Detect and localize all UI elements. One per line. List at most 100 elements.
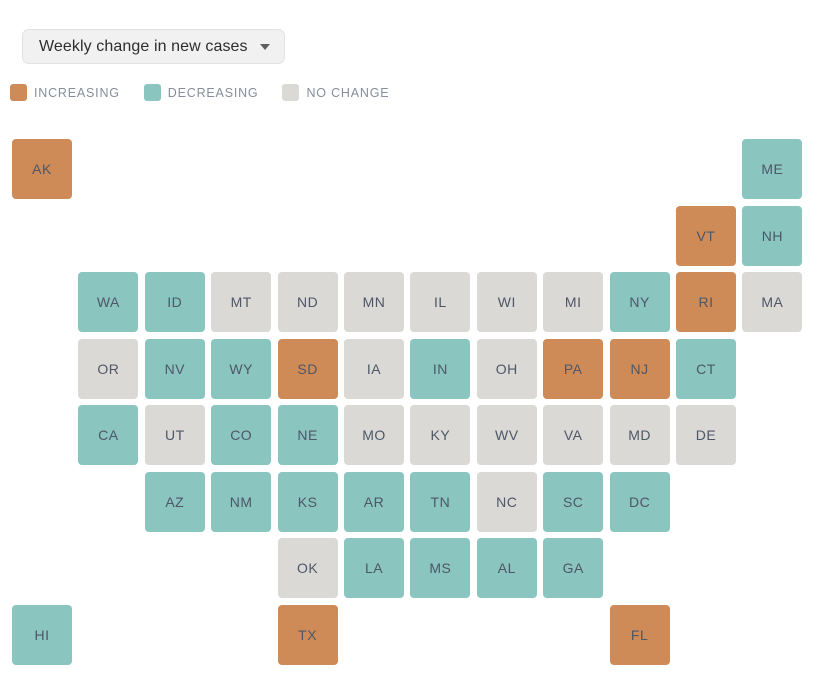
state-tile-mn[interactable]: MN <box>344 272 404 332</box>
state-tile-label: FL <box>630 626 649 643</box>
state-tile-ks[interactable]: KS <box>277 471 338 532</box>
legend-label-decreasing: DECREASING <box>167 85 259 100</box>
legend-swatch-no-change <box>282 84 300 101</box>
state-tile-label: VA <box>563 427 583 443</box>
state-tile-wv[interactable]: WV <box>476 405 537 465</box>
state-tile-ms[interactable]: MS <box>410 538 471 598</box>
state-tile-wy[interactable]: WY <box>211 338 272 399</box>
state-tile-hi[interactable]: HI <box>12 604 72 665</box>
state-tile-id[interactable]: ID <box>144 272 205 332</box>
state-tile-label: KY <box>430 427 451 443</box>
state-tile-ky[interactable]: KY <box>410 405 471 465</box>
state-tile-label: DE <box>695 427 717 443</box>
state-tile-label: SD <box>297 360 318 377</box>
state-tile-ct[interactable]: CT <box>676 338 736 399</box>
state-tile-ut[interactable]: UT <box>144 405 205 465</box>
state-tile-ok[interactable]: OK <box>277 538 338 598</box>
state-tile-al[interactable]: AL <box>476 538 537 598</box>
state-tile-label: IA <box>366 360 382 377</box>
state-tile-ar[interactable]: AR <box>344 471 404 532</box>
state-tile-wa[interactable]: WA <box>78 272 139 332</box>
state-tile-label: SC <box>562 493 584 510</box>
state-tile-or[interactable]: OR <box>78 338 139 399</box>
state-tile-tx[interactable]: TX <box>277 604 338 665</box>
state-tile-label: VT <box>696 227 716 244</box>
state-tile-label: MA <box>761 294 784 310</box>
state-tile-me[interactable]: ME <box>742 139 803 199</box>
state-tile-label: HI <box>34 626 50 643</box>
state-tile-label: MD <box>628 427 651 443</box>
state-tile-de[interactable]: DE <box>676 405 736 465</box>
state-tile-label: GA <box>562 560 584 576</box>
state-tile-label: ID <box>167 294 183 310</box>
state-tile-label: CA <box>98 427 119 443</box>
state-tile-ia[interactable]: IA <box>344 338 404 399</box>
legend-item-no-change: NO CHANGE <box>282 84 389 101</box>
state-tile-nd[interactable]: ND <box>277 272 338 332</box>
state-tile-ny[interactable]: NY <box>609 272 670 332</box>
state-tile-md[interactable]: MD <box>609 405 670 465</box>
state-tile-ak[interactable]: AK <box>12 139 72 199</box>
state-tile-vt[interactable]: VT <box>676 205 736 266</box>
state-tile-label: CT <box>696 360 716 377</box>
legend-label-increasing: INCREASING <box>34 85 120 100</box>
state-tile-label: AZ <box>165 493 185 510</box>
state-tile-il[interactable]: IL <box>410 272 471 332</box>
legend-label-no-change: NO CHANGE <box>306 85 390 100</box>
state-tile-label: NE <box>297 427 318 443</box>
state-tile-label: NC <box>496 493 518 510</box>
state-tile-nv[interactable]: NV <box>144 338 205 399</box>
state-tile-label: ME <box>761 161 784 177</box>
state-tile-label: MN <box>362 294 386 310</box>
state-tile-label: UT <box>164 427 185 443</box>
state-tile-oh[interactable]: OH <box>476 338 537 399</box>
state-tile-label: WY <box>229 360 253 377</box>
state-tile-ca[interactable]: CA <box>78 405 139 465</box>
state-tile-label: WI <box>497 294 516 310</box>
state-tile-co[interactable]: CO <box>211 405 272 465</box>
state-tile-mo[interactable]: MO <box>344 405 404 465</box>
state-tile-wi[interactable]: WI <box>476 272 537 332</box>
state-tile-label: WA <box>96 294 120 310</box>
state-tile-label: TN <box>430 493 451 510</box>
state-tile-ri[interactable]: RI <box>676 272 736 332</box>
state-tile-label: MT <box>230 294 252 310</box>
legend-swatch-increasing <box>10 84 27 101</box>
state-tile-label: IL <box>434 294 447 310</box>
state-tile-ma[interactable]: MA <box>742 272 803 332</box>
state-tile-sc[interactable]: SC <box>543 471 604 532</box>
state-tile-label: CO <box>230 427 253 443</box>
state-tile-nh[interactable]: NH <box>742 205 803 266</box>
state-tile-label: AK <box>32 161 52 177</box>
state-tile-label: TX <box>298 626 318 643</box>
state-tile-la[interactable]: LA <box>344 538 404 598</box>
state-tile-tn[interactable]: TN <box>410 471 471 532</box>
legend-item-decreasing: DECREASING <box>143 84 259 101</box>
state-tile-va[interactable]: VA <box>543 405 604 465</box>
state-tile-ne[interactable]: NE <box>277 405 338 465</box>
state-tile-label: NM <box>229 493 253 510</box>
state-tile-in[interactable]: IN <box>410 338 471 399</box>
state-tile-nc[interactable]: NC <box>476 471 537 532</box>
state-tile-mi[interactable]: MI <box>543 272 604 332</box>
state-tile-label: MI <box>564 294 582 310</box>
state-tile-mt[interactable]: MT <box>211 272 272 332</box>
state-tile-label: IN <box>432 360 448 377</box>
state-tile-nj[interactable]: NJ <box>609 338 670 399</box>
legend-item-increasing: INCREASING <box>10 84 120 101</box>
state-tile-label: MO <box>362 427 386 443</box>
state-tile-label: OR <box>97 360 120 377</box>
state-tile-label: NY <box>629 294 650 310</box>
state-tile-pa[interactable]: PA <box>543 338 604 399</box>
state-tile-label: KS <box>297 493 318 510</box>
state-tile-dc[interactable]: DC <box>609 471 670 532</box>
metric-dropdown[interactable]: Weekly change in new cases <box>22 29 285 64</box>
state-tile-sd[interactable]: SD <box>277 338 338 399</box>
state-tile-label: AR <box>363 493 385 510</box>
state-tile-ga[interactable]: GA <box>543 538 604 598</box>
state-tile-fl[interactable]: FL <box>609 604 670 665</box>
state-tile-nm[interactable]: NM <box>211 471 272 532</box>
state-tile-label: AL <box>497 560 516 576</box>
state-tile-az[interactable]: AZ <box>144 471 205 532</box>
